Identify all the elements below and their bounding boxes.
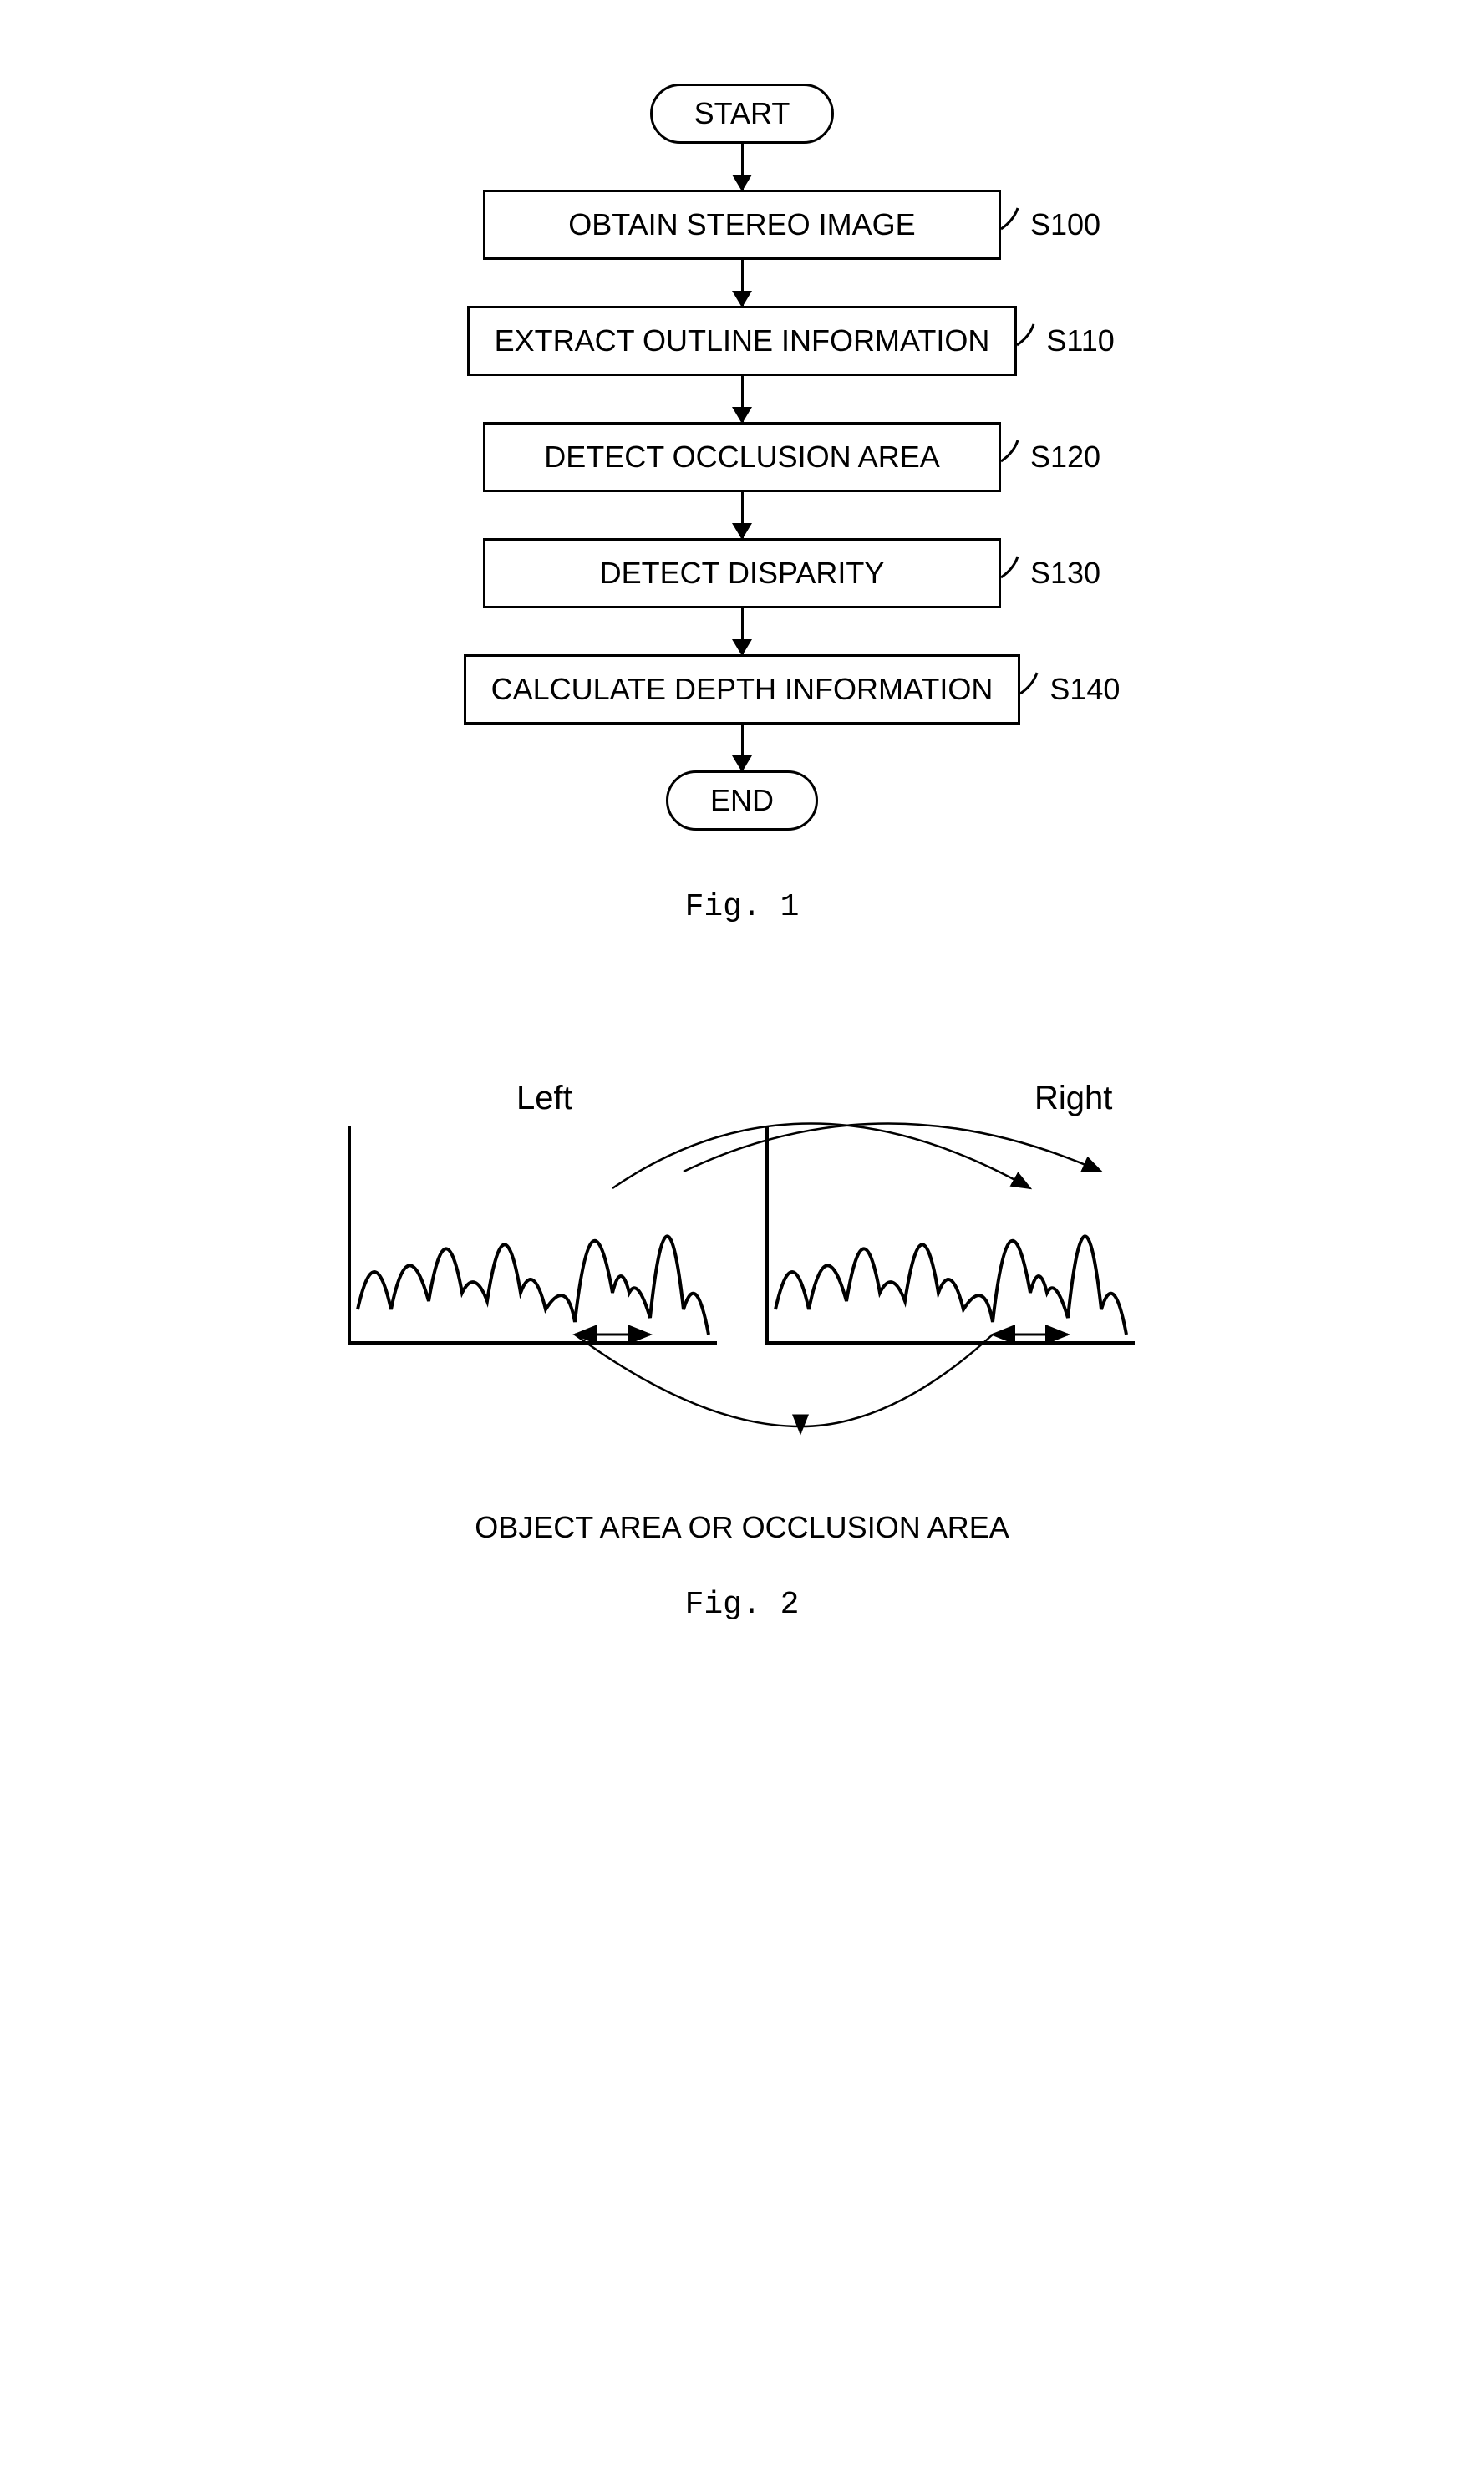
step-id: S140 xyxy=(1049,672,1120,707)
end-terminal: END xyxy=(666,770,818,831)
process-step: CALCULATE DEPTH INFORMATION xyxy=(464,654,1021,725)
page-container: START OBTAIN STEREO IMAGE S100 EXTRACT O… xyxy=(0,84,1484,1623)
step-row-3: DETECT DISPARITY S130 xyxy=(483,538,1001,608)
connector-curve xyxy=(1001,552,1034,586)
connector-curve xyxy=(1020,669,1054,702)
arrow xyxy=(741,725,744,770)
fig2-container: LeftRight OBJECT AREA OR OCCLUSION AREA … xyxy=(282,1025,1202,1623)
svg-text:Right: Right xyxy=(1034,1080,1112,1116)
arrow xyxy=(741,608,744,654)
step-row-0: OBTAIN STEREO IMAGE S100 xyxy=(483,190,1001,260)
fig1-caption: Fig. 1 xyxy=(685,889,800,925)
process-step: DETECT OCCLUSION AREA xyxy=(483,422,1001,492)
step-row-1: EXTRACT OUTLINE INFORMATION S110 xyxy=(467,306,1018,376)
connector-curve xyxy=(1001,204,1034,237)
step-id: S100 xyxy=(1030,207,1100,242)
arrow xyxy=(741,376,744,422)
step-id: S110 xyxy=(1046,323,1114,358)
flowchart-fig1: START OBTAIN STEREO IMAGE S100 EXTRACT O… xyxy=(464,84,1021,831)
arrow xyxy=(741,144,744,190)
start-terminal: START xyxy=(650,84,835,144)
svg-text:Left: Left xyxy=(516,1080,572,1116)
fig2-bottom-label: OBJECT AREA OR OCCLUSION AREA xyxy=(475,1510,1009,1545)
step-row-2: DETECT OCCLUSION AREA S120 xyxy=(483,422,1001,492)
fig2-caption: Fig. 2 xyxy=(685,1587,800,1623)
fig2-diagram: Left Right xyxy=(282,1025,1202,1443)
process-step: DETECT DISPARITY xyxy=(483,538,1001,608)
connector-curve xyxy=(1017,320,1050,353)
process-step: OBTAIN STEREO IMAGE xyxy=(483,190,1001,260)
connector-curve xyxy=(1001,436,1034,470)
step-row-4: CALCULATE DEPTH INFORMATION S140 xyxy=(464,654,1021,725)
step-id: S130 xyxy=(1030,556,1100,591)
arrow xyxy=(741,492,744,538)
arrow xyxy=(741,260,744,306)
process-step: EXTRACT OUTLINE INFORMATION xyxy=(467,306,1018,376)
step-id: S120 xyxy=(1030,440,1100,475)
